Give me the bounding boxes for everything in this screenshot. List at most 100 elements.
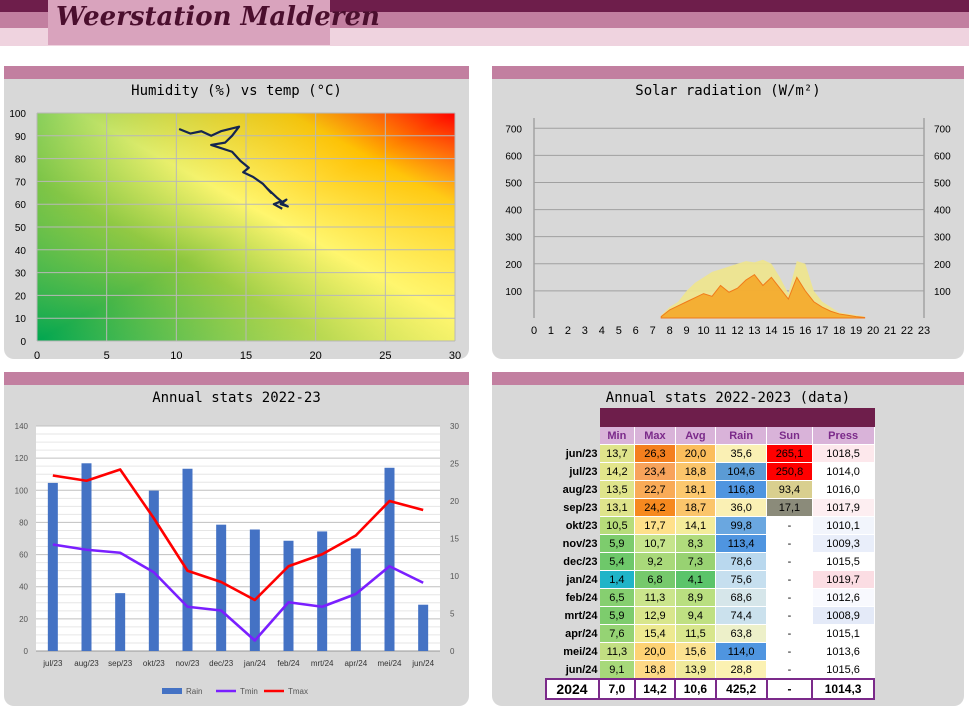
x-tick-label: jun/24 bbox=[411, 659, 434, 668]
total-cell: 10,6 bbox=[674, 678, 717, 700]
x-tick-label: 7 bbox=[650, 325, 656, 337]
table-cell: - bbox=[766, 660, 813, 680]
table-cell: 5,9 bbox=[598, 606, 636, 625]
table-cell: - bbox=[766, 570, 813, 589]
table-cell: 9,1 bbox=[598, 660, 636, 680]
y-tick-label: 60 bbox=[15, 200, 27, 211]
panel-header-bar bbox=[492, 66, 964, 79]
y-tick-label: 90 bbox=[15, 132, 27, 143]
y-tick-label: 120 bbox=[15, 454, 29, 463]
y2-tick-label: 400 bbox=[934, 206, 951, 217]
table-row: mei/24 11,3 20,0 15,6 114,0-1013,6 bbox=[545, 642, 875, 661]
table-cell: 36,0 bbox=[715, 498, 768, 517]
table-cell: 114,0 bbox=[715, 642, 768, 661]
table-row: dec/23 5,4 9,2 7,3 78,6-1015,5 bbox=[545, 552, 875, 571]
x-tick-label: 22 bbox=[901, 325, 913, 337]
legend-label: Tmax bbox=[288, 687, 308, 696]
table-cell: 1017,9 bbox=[811, 498, 875, 517]
row-label: jun/23 bbox=[545, 444, 600, 463]
y2-tick-label: 25 bbox=[450, 460, 459, 469]
x-tick-label: sep/23 bbox=[108, 659, 133, 668]
table-cell: 11,3 bbox=[634, 588, 676, 607]
table-top-bar bbox=[545, 408, 875, 427]
table-cell: 1016,0 bbox=[811, 480, 875, 499]
table-cell: 14,1 bbox=[674, 516, 717, 535]
legend-label: Tmin bbox=[240, 687, 258, 696]
table-cell: - bbox=[766, 516, 813, 535]
table-cell: 68,6 bbox=[715, 588, 768, 607]
table-cell: 17,1 bbox=[766, 498, 813, 517]
x-tick-label: 10 bbox=[170, 350, 182, 362]
total-cell: 14,2 bbox=[633, 678, 677, 700]
y-tick-label: 0 bbox=[24, 647, 29, 656]
table-cell: 28,8 bbox=[715, 660, 768, 680]
table-cell: - bbox=[766, 606, 813, 625]
y2-tick-label: 10 bbox=[450, 572, 459, 581]
legend-label: Rain bbox=[186, 687, 202, 696]
column-header: Min bbox=[598, 426, 636, 445]
table-cell: 5,9 bbox=[598, 534, 636, 553]
header-corner bbox=[545, 426, 600, 445]
x-tick-label: feb/24 bbox=[277, 659, 300, 668]
x-tick-label: 13 bbox=[748, 325, 760, 337]
x-tick-label: 12 bbox=[731, 325, 743, 337]
y-tick-label: 100 bbox=[9, 109, 26, 120]
y-tick-label: 200 bbox=[505, 260, 522, 271]
table-cell: 1010,1 bbox=[811, 516, 875, 535]
table-cell: 1015,5 bbox=[811, 552, 875, 571]
panel-title: Solar radiation (W/m²) bbox=[635, 83, 821, 99]
table-cell: 1008,9 bbox=[811, 606, 875, 625]
y-tick-label: 500 bbox=[505, 178, 522, 189]
panel-header-bar bbox=[4, 372, 469, 385]
panel-header-bar bbox=[492, 372, 964, 385]
rain-bar bbox=[283, 540, 294, 651]
rain-bar bbox=[47, 482, 58, 651]
table-cell: 1015,6 bbox=[811, 660, 875, 680]
x-tick-label: 6 bbox=[633, 325, 639, 337]
table-cell: 4,1 bbox=[674, 570, 717, 589]
table-cell: 1015,1 bbox=[811, 624, 875, 643]
table-cell: - bbox=[766, 588, 813, 607]
y2-tick-label: 200 bbox=[934, 260, 951, 271]
y2-tick-label: 0 bbox=[450, 647, 455, 656]
table-cell: 18,1 bbox=[674, 480, 717, 499]
table-cell: 104,6 bbox=[715, 462, 768, 481]
rain-bar bbox=[249, 529, 260, 651]
table-cell: 75,6 bbox=[715, 570, 768, 589]
table-cell: 18,7 bbox=[674, 498, 717, 517]
panel-header-bar bbox=[4, 66, 469, 79]
table-cell: 8,9 bbox=[674, 588, 717, 607]
table-row: apr/24 7,6 15,4 11,5 63,8-1015,1 bbox=[545, 624, 875, 643]
row-label: feb/24 bbox=[545, 588, 600, 607]
total-cell: 1014,3 bbox=[811, 678, 875, 700]
y2-tick-label: 100 bbox=[934, 287, 951, 298]
y-tick-label: 80 bbox=[15, 155, 27, 166]
table-cell: 1009,3 bbox=[811, 534, 875, 553]
table-cell: 1018,5 bbox=[811, 444, 875, 463]
table-cell: 26,3 bbox=[634, 444, 676, 463]
x-tick-label: mrt/24 bbox=[311, 659, 334, 668]
x-tick-label: okt/23 bbox=[143, 659, 165, 668]
x-tick-label: 5 bbox=[104, 350, 110, 362]
table-cell: 265,1 bbox=[766, 444, 813, 463]
panel-title: Humidity (%) vs temp (°C) bbox=[131, 83, 342, 99]
y2-tick-label: 700 bbox=[934, 124, 951, 135]
table-cell: 93,4 bbox=[766, 480, 813, 499]
site-logo[interactable]: Weerstation Malderen bbox=[48, 0, 380, 45]
table-cell: 1019,7 bbox=[811, 570, 875, 589]
table-cell: 13,9 bbox=[674, 660, 717, 680]
y-tick-label: 100 bbox=[505, 287, 522, 298]
table-row: okt/23 10,5 17,7 14,1 99,8-1010,1 bbox=[545, 516, 875, 535]
table-top-spacer bbox=[545, 408, 600, 427]
table-cell: - bbox=[766, 534, 813, 553]
table-cell: - bbox=[766, 552, 813, 571]
table-cell: 1014,0 bbox=[811, 462, 875, 481]
x-tick-label: 17 bbox=[816, 325, 828, 337]
tmin-line bbox=[52, 543, 424, 642]
row-label: sep/23 bbox=[545, 498, 600, 517]
x-tick-label: 2 bbox=[565, 325, 571, 337]
panel-title: Annual stats 2022-23 bbox=[152, 390, 321, 406]
table-cell: 12,9 bbox=[634, 606, 676, 625]
radiation-area-actual bbox=[660, 273, 866, 319]
table-cell: 13,5 bbox=[598, 480, 636, 499]
